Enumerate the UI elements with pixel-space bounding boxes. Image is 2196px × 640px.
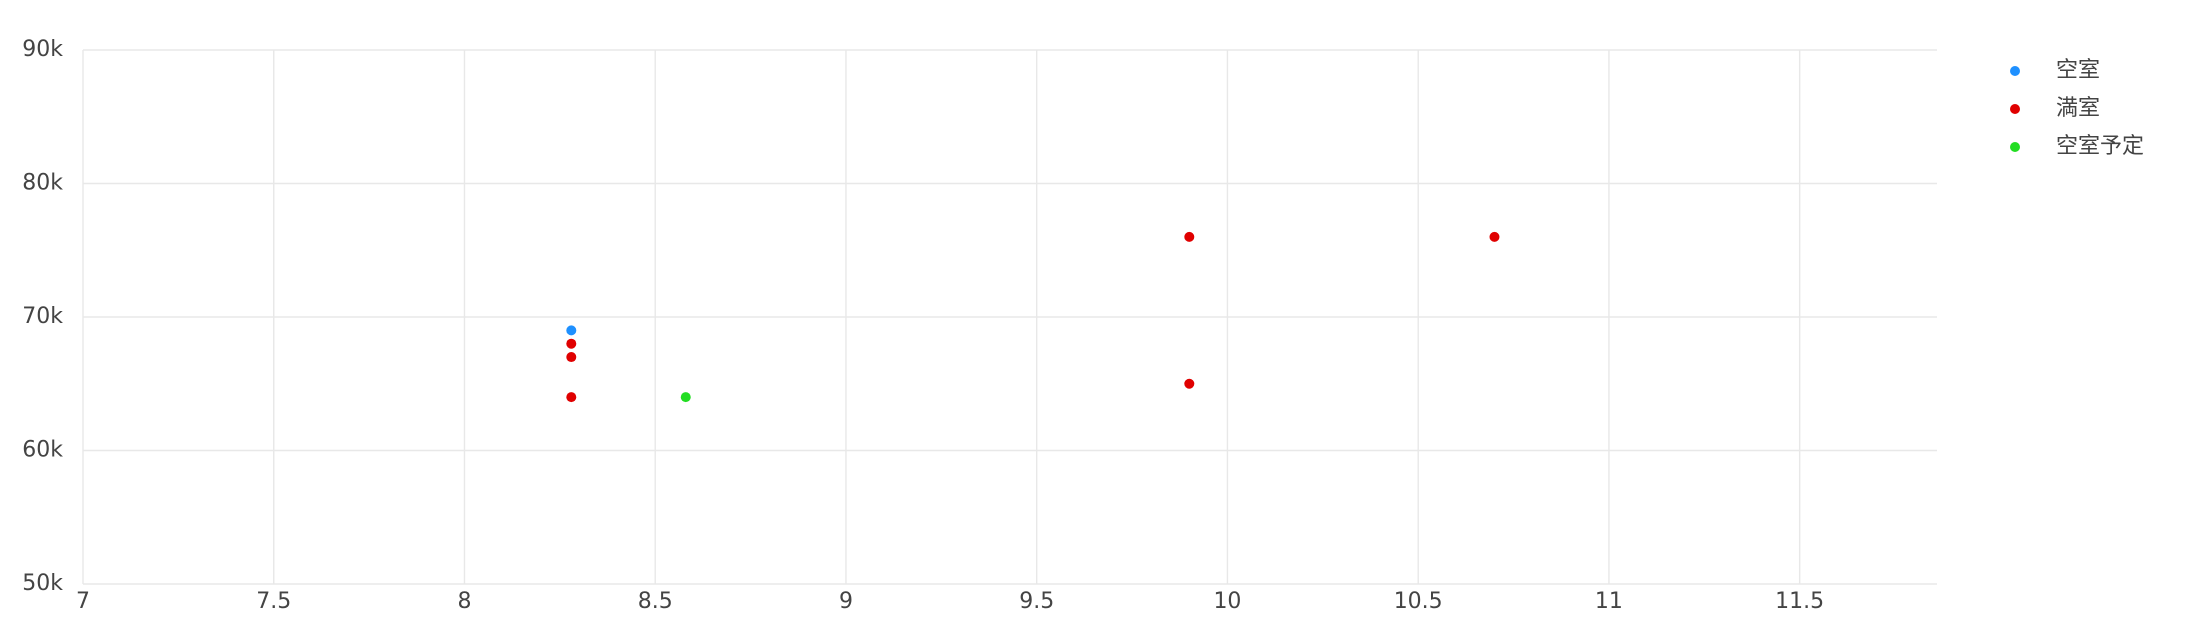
x-tick-label: 9 [839, 589, 853, 614]
legend-label: 空室 [2056, 58, 2100, 83]
y-tick-label: 60k [22, 438, 63, 463]
y-tick-label: 50k [22, 571, 63, 596]
point [566, 392, 577, 403]
point [1184, 231, 1195, 242]
point [566, 325, 577, 336]
legend-marker [2010, 142, 2020, 152]
x-tick-label: 7 [76, 589, 90, 614]
legend-marker [2010, 104, 2020, 114]
y-tick-label: 70k [22, 304, 63, 329]
x-tick-label: 11.5 [1775, 589, 1824, 614]
point [1489, 231, 1500, 242]
x-tick-label: 11 [1595, 589, 1623, 614]
x-tick-label: 8.5 [638, 589, 673, 614]
point [566, 352, 577, 363]
point [1184, 378, 1195, 389]
legend-label: 満室 [2056, 96, 2100, 121]
point [566, 338, 577, 349]
x-tick-label: 10 [1213, 589, 1241, 614]
x-tick-label: 9.5 [1019, 589, 1054, 614]
x-tick-label: 8 [457, 589, 471, 614]
y-tick-label: 90k [22, 37, 63, 62]
legend-marker [2010, 66, 2020, 76]
x-tick-label: 10.5 [1394, 589, 1443, 614]
y-tick-label: 80k [22, 171, 63, 196]
point [680, 392, 691, 403]
legend-label: 空室予定 [2056, 134, 2144, 159]
x-tick-label: 7.5 [256, 589, 291, 614]
